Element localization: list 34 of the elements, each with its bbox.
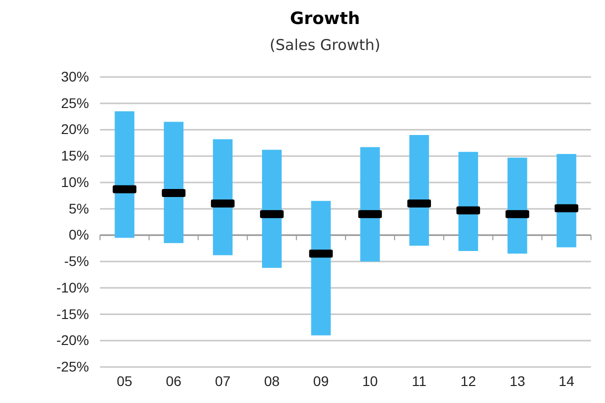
x-tick-label: 13 <box>510 372 526 389</box>
x-tick-label: 08 <box>264 372 280 389</box>
bar <box>164 122 184 244</box>
chart-title: Growth <box>290 9 360 29</box>
bar <box>409 135 429 246</box>
y-tick-label: 30% <box>60 68 89 84</box>
x-tick-label: 10 <box>362 372 378 389</box>
y-tick-label: 15% <box>60 148 89 164</box>
bar <box>508 158 528 254</box>
y-tick-label: 20% <box>60 121 89 138</box>
x-tick-label: 05 <box>116 372 133 389</box>
y-tick-label: -5% <box>64 253 89 270</box>
y-tick-label: -15% <box>56 306 89 322</box>
bar <box>458 152 478 251</box>
bar <box>212 139 233 256</box>
y-tick-label: 0% <box>68 226 89 243</box>
y-tick-label: -20% <box>56 332 89 348</box>
bar <box>360 147 380 262</box>
y-tick-label: 5% <box>68 200 89 216</box>
x-tick-label: 14 <box>558 372 574 389</box>
y-tick-label: 10% <box>60 174 89 190</box>
bar <box>556 154 576 248</box>
y-tick-label: -25% <box>56 358 89 374</box>
x-tick-label: 11 <box>412 372 427 389</box>
x-tick-label: 12 <box>460 372 476 389</box>
x-tick-label: 07 <box>214 372 231 389</box>
bar <box>262 150 282 268</box>
x-tick-label: 06 <box>166 372 182 389</box>
bar <box>114 111 134 238</box>
x-tick-label: 09 <box>313 372 329 389</box>
y-tick-label: 25% <box>60 94 89 111</box>
bar <box>311 200 331 336</box>
y-tick-label: -10% <box>56 279 89 296</box>
chart-subtitle: (Sales Growth) <box>270 36 380 54</box>
